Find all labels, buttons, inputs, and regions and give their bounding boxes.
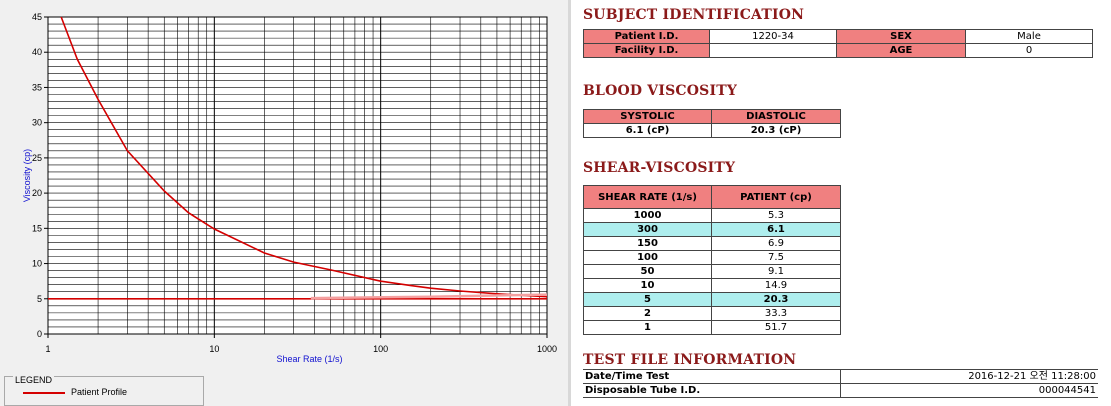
series-line	[60, 16, 548, 298]
y-tick-label: 30	[32, 118, 42, 128]
shear-rate-header: SHEAR RATE (1/s)	[583, 185, 712, 209]
sex-value: Male	[965, 29, 1093, 44]
systolic-label: SYSTOLIC	[583, 109, 712, 124]
chart-panel: 0 5 10 15 20 25 30 35 40 45 1 10 100 1000 Shear Rate (…	[0, 0, 568, 406]
shear-rate-cell: 1000	[583, 208, 712, 223]
patient-cp-cell: 6.9	[711, 236, 841, 251]
y-tick-label: 40	[32, 47, 42, 57]
facility-id-value	[709, 43, 837, 58]
patient-cp-cell: 33.3	[711, 306, 841, 321]
facility-id-label: Facility I.D.	[583, 43, 710, 58]
shear-rate-cell: 100	[583, 250, 712, 265]
plot-area	[48, 17, 547, 334]
report-panel: SUBJECT IDENTIFICATION Patient I.D. 1220…	[571, 0, 1111, 406]
viscosity-chart: 0 5 10 15 20 25 30 35 40 45 1 10 100 1000 Shear Rate (…	[22, 12, 557, 364]
panel-divider[interactable]	[568, 0, 571, 406]
patient-id-value: 1220-34	[709, 29, 837, 44]
x-tick-label: 1000	[537, 344, 557, 354]
y-tick-label: 10	[32, 259, 42, 269]
patient-cp-cell: 51.7	[711, 320, 841, 335]
tube-id-label: Disposable Tube I.D.	[583, 383, 841, 398]
patient-cp-cell: 20.3	[711, 292, 841, 307]
legend-line-swatch	[23, 392, 65, 394]
datetime-label: Date/Time Test	[583, 369, 841, 384]
y-tick-label: 25	[32, 153, 42, 163]
sex-label: SEX	[836, 29, 966, 44]
subject-identification-title: SUBJECT IDENTIFICATION	[583, 7, 805, 23]
shear-rate-cell: 5	[583, 292, 712, 307]
diastolic-value: 20.3 (cP)	[711, 123, 841, 138]
shear-rate-cell: 50	[583, 264, 712, 279]
y-axis-label: Viscosity (cp)	[22, 149, 32, 202]
y-tick-label: 45	[32, 12, 42, 22]
test-file-table: Date/Time Test 2016-12-21 오전 11:28:00 Di…	[583, 369, 1098, 398]
legend-title: LEGEND	[13, 375, 55, 385]
x-tick-label: 1	[45, 344, 50, 354]
y-tick-label: 35	[32, 82, 42, 92]
shear-rate-cell: 10	[583, 278, 712, 293]
age-label: AGE	[836, 43, 966, 58]
patient-cp-header: PATIENT (cp)	[711, 185, 841, 209]
x-tick-label: 10	[209, 344, 219, 354]
legend-box: LEGEND Patient Profile	[4, 375, 204, 406]
shear-viscosity-title: SHEAR-VISCOSITY	[583, 160, 736, 176]
plot-border	[47, 16, 548, 335]
systolic-value: 6.1 (cP)	[583, 123, 712, 138]
age-value: 0	[965, 43, 1093, 58]
y-tick-label: 20	[32, 188, 42, 198]
x-tick-label: 100	[373, 344, 388, 354]
shear-rate-cell: 150	[583, 236, 712, 251]
test-file-information-title: TEST FILE INFORMATION	[583, 352, 797, 368]
datetime-value: 2016-12-21 오전 11:28:00	[840, 369, 1098, 384]
shear-rate-cell: 300	[583, 222, 712, 237]
subject-table: Patient I.D. 1220-34 SEX Male Facility I…	[583, 29, 1093, 58]
x-axis-label: Shear Rate (1/s)	[276, 354, 342, 364]
shear-viscosity-table: SHEAR RATE (1/s) PATIENT (cp) 1000 5.3 30…	[583, 185, 841, 335]
patient-cp-cell: 5.3	[711, 208, 841, 223]
patient-cp-cell: 6.1	[711, 222, 841, 237]
patient-cp-cell: 9.1	[711, 264, 841, 279]
legend-entry-label: Patient Profile	[71, 387, 128, 397]
shear-rate-cell: 1	[583, 320, 712, 335]
y-tick-label: 5	[37, 294, 42, 304]
diastolic-label: DIASTOLIC	[711, 109, 841, 124]
blood-viscosity-title: BLOOD VISCOSITY	[583, 83, 738, 99]
patient-id-label: Patient I.D.	[583, 29, 710, 44]
tube-id-value: 000044541	[840, 383, 1098, 398]
patient-cp-cell: 7.5	[711, 250, 841, 265]
y-tick-label: 0	[37, 329, 42, 339]
y-tick-label: 15	[32, 223, 42, 233]
blood-viscosity-table: SYSTOLIC DIASTOLIC 6.1 (cP) 20.3 (cP)	[583, 109, 841, 138]
series-line	[310, 293, 548, 300]
shear-rate-cell: 2	[583, 306, 712, 321]
patient-cp-cell: 14.9	[711, 278, 841, 293]
